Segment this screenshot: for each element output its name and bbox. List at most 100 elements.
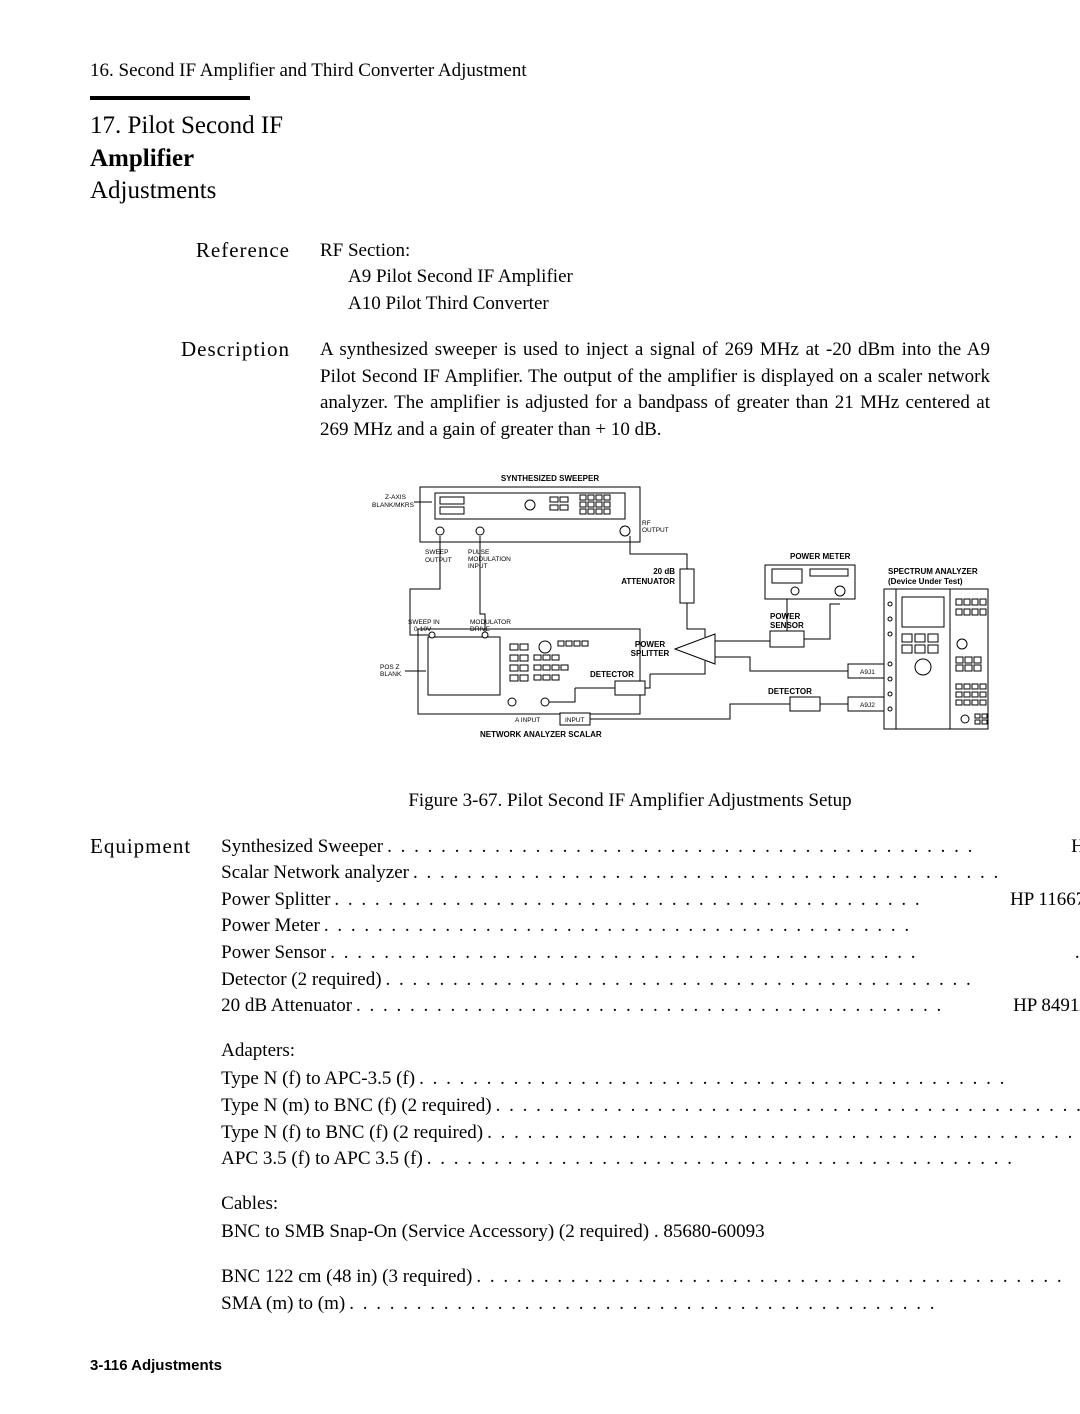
equipment-label: Equipment bbox=[90, 834, 221, 1318]
reference-content: RF Section: A9 Pilot Second IF Amplifier… bbox=[320, 238, 990, 318]
equipment-row: Type N (m) to BNC (f) (2 required) 1250-… bbox=[221, 1093, 1080, 1120]
label-a9j2: A9J2 bbox=[860, 702, 875, 709]
equipment-row: Type N (f) to APC-3.5 (f) 1250-1745 bbox=[221, 1066, 1080, 1093]
equipment-row: Power Meter . .HP 436A bbox=[221, 913, 1080, 940]
equipment-content: Synthesized Sweeper HP 8340A/BScalar Net… bbox=[221, 834, 1080, 1318]
equipment-item-label: Type N (f) to APC-3.5 (f) bbox=[221, 1066, 415, 1093]
equipment-item-label: BNC 122 cm (48 in) (3 required) bbox=[221, 1264, 472, 1291]
attenuator-box bbox=[680, 569, 694, 603]
figure-container: .t { font-family: Arial, sans-serif; fon… bbox=[350, 469, 990, 775]
svg-text:OUTPUT: OUTPUT bbox=[642, 527, 669, 534]
equipment-dots bbox=[345, 1291, 1080, 1318]
equipment-dots bbox=[320, 913, 1080, 940]
page-footer: 3-116 Adjustments bbox=[90, 1357, 990, 1374]
equipment-row: APC 3.5 (f) to APC 3.5 (f) 1250-1749 bbox=[221, 1146, 1080, 1173]
equipment-item-value: HP 8340A/B bbox=[1071, 834, 1080, 861]
equipment-item-label: Synthesized Sweeper bbox=[221, 834, 383, 861]
label-detector-1: DETECTOR bbox=[590, 670, 634, 679]
label-power-sensor: POWER bbox=[770, 612, 800, 621]
label-power-meter: POWER METER bbox=[790, 552, 851, 561]
equipment-dots bbox=[472, 1264, 1080, 1291]
reference-label: Reference bbox=[90, 238, 320, 318]
section-title: 17. Pilot Second IF Amplifier Adjustment… bbox=[90, 110, 990, 208]
svg-text:MODULATION: MODULATION bbox=[468, 556, 511, 563]
header-line: 16. Second IF Amplifier and Third Conver… bbox=[90, 60, 990, 82]
cables-heading: Cables: bbox=[221, 1191, 1080, 1218]
figure-caption: Figure 3-67. Pilot Second IF Amplifier A… bbox=[270, 790, 990, 812]
equipment-item-label: Detector (2 required) bbox=[221, 967, 381, 994]
svg-text:OUTPUT: OUTPUT bbox=[425, 557, 452, 564]
equipment-dots bbox=[326, 940, 1075, 967]
power-sensor-box bbox=[770, 631, 804, 647]
description-content: A synthesized sweeper is used to inject … bbox=[320, 337, 990, 443]
description-label: Description bbox=[90, 337, 320, 443]
svg-text:SPLITTER: SPLITTER bbox=[631, 649, 670, 658]
section-number-title: 17. Pilot Second IF bbox=[90, 112, 283, 139]
equipment-row: Power Sensor . .HP 8482A bbox=[221, 940, 1080, 967]
equipment-item-label: 20 dB Attenuator bbox=[221, 993, 352, 1020]
label-spectrum-analyzer: SPECTRUM ANALYZER bbox=[888, 567, 978, 576]
reference-line3: A10 Pilot Third Converter bbox=[320, 291, 990, 318]
equipment-item-label: SMA (m) to (m) bbox=[221, 1291, 345, 1318]
equipment-item-label: Power Sensor bbox=[221, 940, 326, 967]
svg-text:0-10V: 0-10V bbox=[414, 626, 432, 633]
equipment-dots bbox=[352, 993, 1013, 1020]
equipment-dots bbox=[383, 834, 1071, 861]
label-a-input: A INPUT bbox=[515, 717, 540, 724]
rf-output-port bbox=[620, 526, 630, 536]
label-pos-z: POS Z bbox=[380, 664, 400, 671]
equipment-item-value: HP 11667A Opt. 001 bbox=[1010, 887, 1080, 914]
setup-diagram: .t { font-family: Arial, sans-serif; fon… bbox=[350, 469, 990, 769]
equipment-dots bbox=[483, 1120, 1080, 1147]
adapters-heading: Adapters: bbox=[221, 1038, 1080, 1065]
label-pulse-mod: PULSE bbox=[468, 549, 490, 556]
equipment-dots bbox=[492, 1093, 1080, 1120]
power-splitter-box bbox=[675, 634, 715, 664]
equipment-item-label: Power Splitter bbox=[221, 887, 330, 914]
equipment-row: Synthesized Sweeper HP 8340A/B bbox=[221, 834, 1080, 861]
equipment-dots bbox=[415, 1066, 1080, 1093]
equipment-dots bbox=[423, 1146, 1080, 1173]
equipment-row: BNC 122 cm (48 in) (3 required) 10503A bbox=[221, 1264, 1080, 1291]
reference-line1: RF Section: bbox=[320, 238, 990, 265]
equipment-row: Type N (f) to BNC (f) (2 required) 1250-… bbox=[221, 1120, 1080, 1147]
equipment-row: SMA (m) to (m) 5061-5458 bbox=[221, 1291, 1080, 1318]
equipment-item-value: HP 8491A, Opt. 020 bbox=[1013, 993, 1080, 1020]
section-subtitle: Adjustments bbox=[90, 177, 216, 204]
label-mod-drive: MODULATOR bbox=[470, 619, 511, 626]
label-power-splitter: POWER bbox=[635, 640, 665, 649]
equipment-row: Scalar Network analyzer HP 8757A bbox=[221, 860, 1080, 887]
detector-2-box bbox=[790, 697, 820, 711]
equipment-dots bbox=[330, 887, 1010, 914]
equipment-item-label: Scalar Network analyzer bbox=[221, 860, 409, 887]
equipment-item-label: APC 3.5 (f) to APC 3.5 (f) bbox=[221, 1146, 423, 1173]
equipment-dots bbox=[409, 860, 1080, 887]
na-screen bbox=[428, 637, 500, 695]
reference-block: Reference RF Section: A9 Pilot Second IF… bbox=[90, 238, 990, 318]
detector-1-box bbox=[615, 681, 645, 695]
label-sweep-in: SWEEP IN bbox=[408, 619, 440, 626]
label-a9j1: A9J1 bbox=[860, 669, 875, 676]
label-sweep-output: SWEEP bbox=[425, 549, 448, 556]
label-dut: (Device Under Test) bbox=[888, 577, 963, 586]
label-input: INPUT bbox=[565, 717, 585, 724]
svg-text:BLANK: BLANK bbox=[380, 671, 402, 678]
label-blank-mkrs: BLANK/MKRS bbox=[372, 502, 415, 509]
svg-text:ATTENUATOR: ATTENUATOR bbox=[621, 577, 675, 586]
label-synth-sweeper: SYNTHESIZED SWEEPER bbox=[501, 474, 599, 483]
equipment-item-label: Type N (f) to BNC (f) (2 required) bbox=[221, 1120, 483, 1147]
section-amplifier: Amplifier bbox=[90, 145, 194, 172]
equipment-row: 20 dB Attenuator HP 8491A, Opt. 020 bbox=[221, 993, 1080, 1020]
pulse-mod-port bbox=[476, 527, 484, 535]
sweep-output-port bbox=[436, 527, 444, 535]
label-detector-2: DETECTOR bbox=[768, 687, 812, 696]
label-rf-output: RF bbox=[642, 520, 651, 527]
reference-line2: A9 Pilot Second IF Amplifier bbox=[320, 264, 990, 291]
equipment-row: Power Splitter HP 11667A Opt. 001 bbox=[221, 887, 1080, 914]
equipment-row: Detector (2 required) HP 11664A bbox=[221, 967, 1080, 994]
equipment-dots bbox=[382, 967, 1080, 994]
svg-text:INPUT: INPUT bbox=[468, 563, 488, 570]
equipment-item-label: Power Meter bbox=[221, 913, 320, 940]
label-network-analyzer: NETWORK ANALYZER SCALAR bbox=[480, 730, 602, 739]
svg-text:DRIVE: DRIVE bbox=[470, 626, 491, 633]
